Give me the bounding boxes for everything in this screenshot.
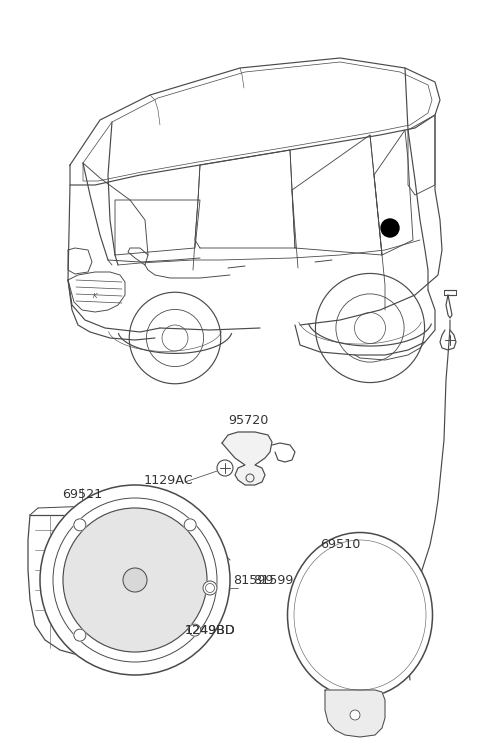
Circle shape <box>217 460 233 476</box>
Text: 1249BD: 1249BD <box>185 623 235 637</box>
Polygon shape <box>222 432 272 485</box>
Text: 1249BD: 1249BD <box>185 623 235 637</box>
Circle shape <box>189 624 201 636</box>
Text: 69510: 69510 <box>320 538 360 551</box>
Text: 1129AC: 1129AC <box>143 473 193 487</box>
Text: 69521: 69521 <box>62 488 102 502</box>
Circle shape <box>74 629 86 641</box>
Text: K: K <box>93 293 97 299</box>
Text: 81599: 81599 <box>233 574 273 586</box>
Circle shape <box>184 519 196 531</box>
Text: 81599: 81599 <box>253 574 293 586</box>
Circle shape <box>63 508 207 652</box>
Circle shape <box>381 219 399 237</box>
Ellipse shape <box>288 532 432 698</box>
Circle shape <box>123 568 147 592</box>
Circle shape <box>350 710 360 720</box>
Polygon shape <box>325 690 385 737</box>
Circle shape <box>203 581 217 595</box>
Text: 95720: 95720 <box>228 413 268 427</box>
Circle shape <box>40 485 230 675</box>
Circle shape <box>74 519 86 531</box>
